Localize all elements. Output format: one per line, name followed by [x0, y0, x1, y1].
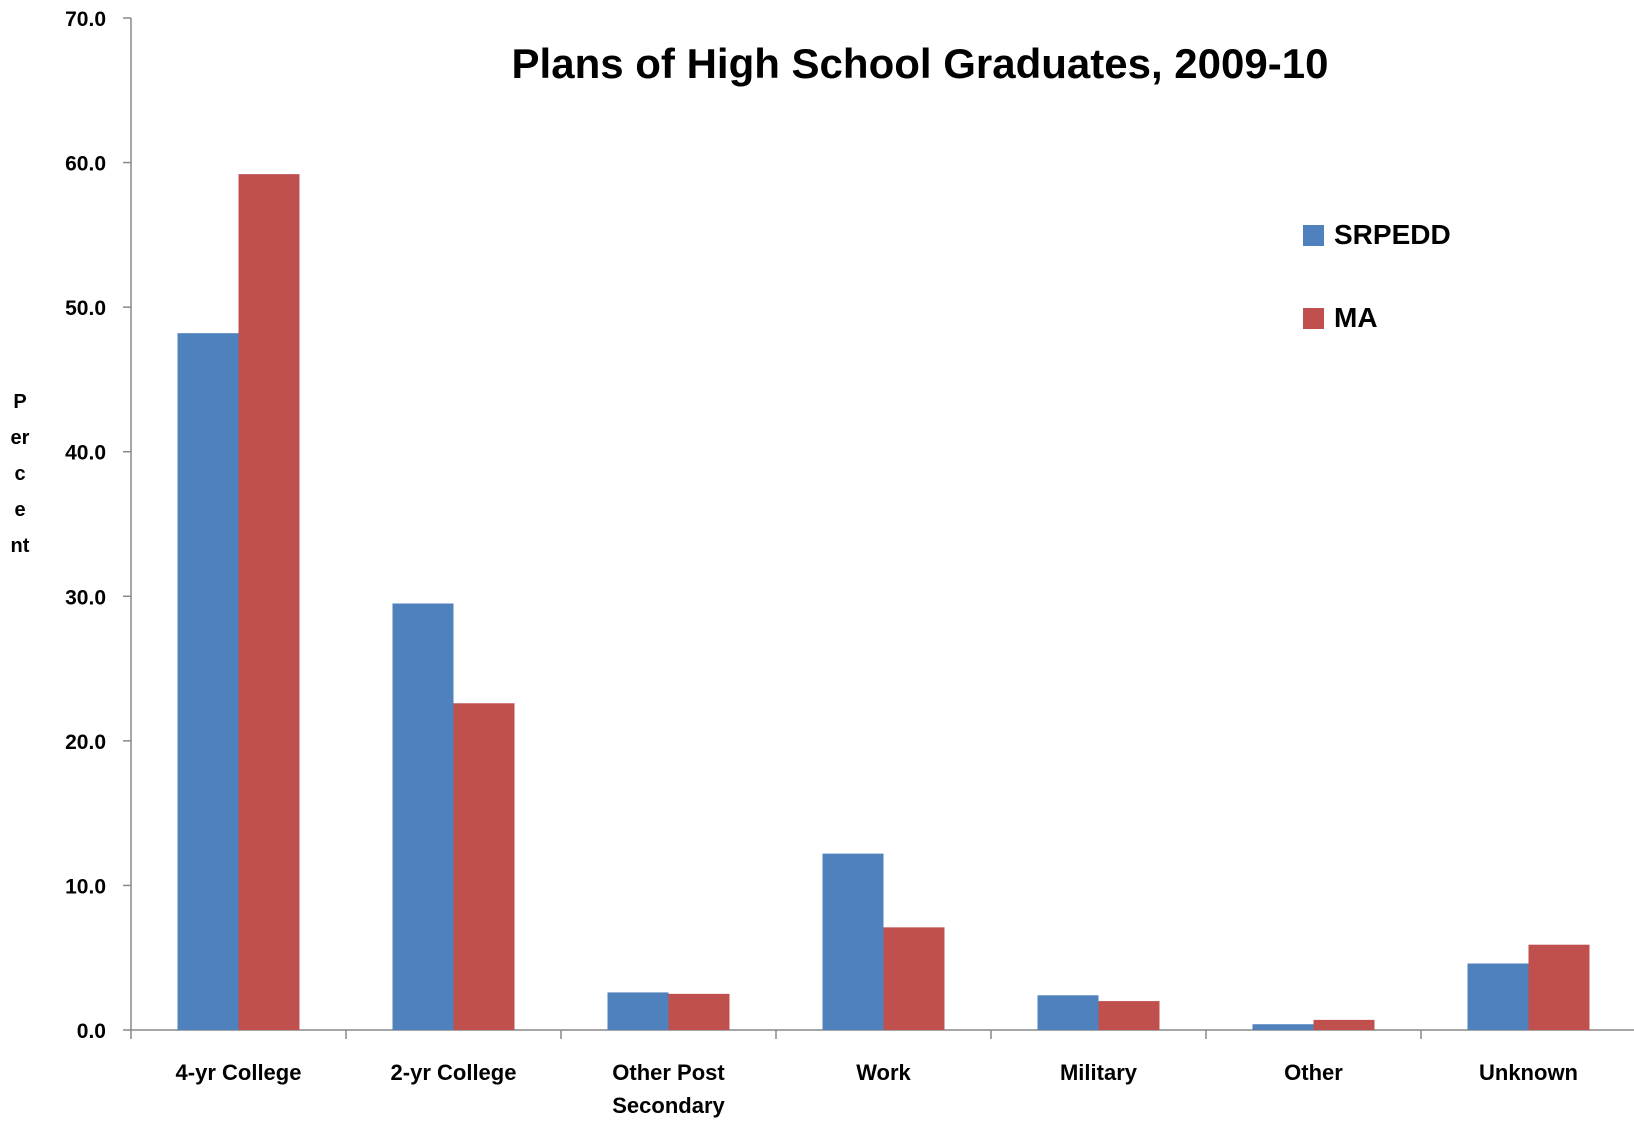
bar-ma-0: [238, 174, 300, 1030]
y-tick-label: 0.0: [77, 1020, 106, 1043]
y-tick-label: 50.0: [65, 297, 106, 320]
x-tick-label: 4-yr College: [176, 1060, 302, 1085]
bar-ma-4: [1098, 1001, 1160, 1030]
bar-ma-2: [668, 993, 730, 1030]
legend-swatch-srpedd: [1303, 224, 1324, 246]
bar-srpedd-5: [1252, 1024, 1314, 1030]
x-tick-label: Other Post Secondary: [612, 1060, 725, 1118]
y-tick-label: 70.0: [65, 8, 106, 31]
legend-item-srpedd: SRPEDD: [1303, 215, 1451, 255]
legend-swatch-ma: [1303, 307, 1324, 329]
y-tick-label: 10.0: [65, 875, 106, 898]
legend-item-ma: MA: [1303, 298, 1451, 338]
x-tick-label: 2-yr College: [391, 1060, 517, 1085]
x-tick-label: Military: [1060, 1060, 1138, 1085]
bar-ma-6: [1528, 944, 1590, 1030]
x-tick-label: Work: [856, 1060, 911, 1085]
y-tick-label: 30.0: [65, 586, 106, 609]
bar-srpedd-0: [177, 333, 239, 1030]
bar-srpedd-1: [392, 603, 454, 1030]
bar-ma-3: [883, 927, 945, 1030]
legend-label-ma: MA: [1334, 302, 1378, 333]
chart-title: Plans of High School Graduates, 2009-10: [511, 40, 1329, 87]
bar-srpedd-3: [822, 853, 884, 1030]
bar-srpedd-4: [1037, 995, 1099, 1030]
legend-label-srpedd: SRPEDD: [1334, 219, 1451, 250]
bar-ma-1: [453, 703, 515, 1030]
x-tick-label: Other: [1284, 1060, 1343, 1085]
bar-srpedd-2: [607, 992, 669, 1030]
y-tick-label: 60.0: [65, 153, 106, 176]
x-tick-label: Unknown: [1479, 1060, 1578, 1085]
bar-srpedd-6: [1467, 963, 1529, 1030]
bar-ma-5: [1313, 1019, 1375, 1030]
legend: SRPEDD MA: [1303, 215, 1451, 381]
y-tick-label: 40.0: [65, 442, 106, 465]
y-tick-label: 20.0: [65, 731, 106, 754]
y-axis-title: Percent: [10, 391, 30, 557]
